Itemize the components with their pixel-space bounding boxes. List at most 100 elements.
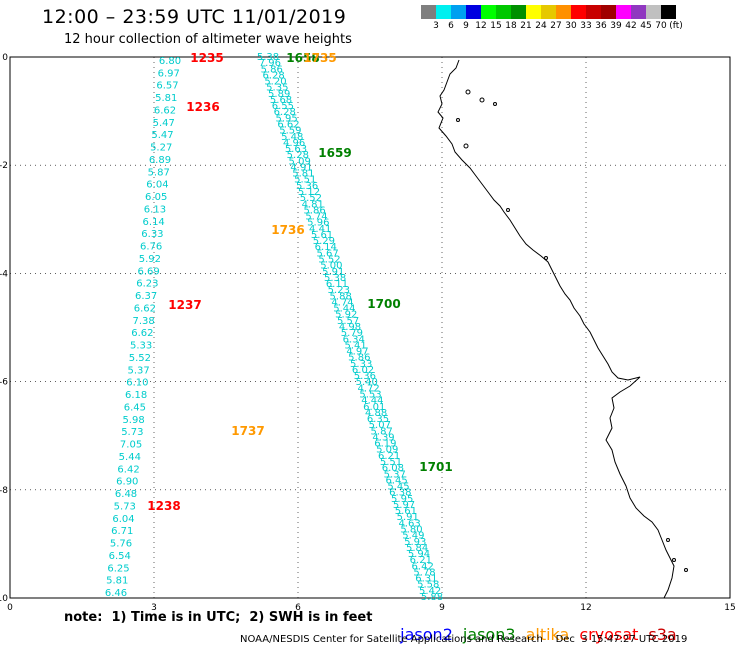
track2-value: 4.63 [399,518,421,529]
track1-value: 7.38 [132,316,154,327]
island [479,97,485,103]
map-border [9,56,731,599]
altimeter-tracks: 6.806.976.575.816.625.475.475.276.895.87… [105,52,443,603]
track2-value: 6.55 [272,101,294,112]
track2-value: 5.78 [413,567,435,578]
island [672,558,676,562]
track2-value: 6.28 [274,107,296,118]
y-tick-label: -4 [0,269,8,279]
track2-value: 4.44 [361,396,383,407]
coastal-islands [456,89,688,572]
legend-label: 27 [550,21,562,31]
track1-value: 6.10 [126,378,148,389]
track1-value: 6.48 [115,489,137,500]
x-tick-label: 15 [724,603,735,613]
legend-swatch [496,5,511,19]
legend-label: 36 [595,21,607,31]
track2-value: 5.79 [341,328,363,339]
legend-label: 42 [625,21,637,31]
coastline [437,59,675,599]
track1-value: 6.25 [107,563,129,574]
track1-value: 6.71 [111,526,133,537]
track2-value: 5.59 [279,126,301,137]
legend-swatch [616,5,631,19]
track1-value: 5.92 [139,254,161,265]
legend-label: 70 [655,21,667,31]
track2-value: 6.21 [410,555,432,566]
track1-value: 5.33 [130,341,152,352]
track2-value: 4.41 [309,224,331,235]
track2-value: 5.49 [402,531,424,542]
page-title: 12:00 – 23:59 UTC 11/01/2019 [42,6,347,28]
track2-value: 5.28 [287,150,309,161]
track2-value: 4.97 [346,347,368,358]
y-tick-label: 0 [2,53,8,63]
track2-value: 5.81 [292,169,314,180]
track1-value: 5.52 [129,353,151,364]
legend-label: 9 [463,21,469,31]
track1-value: 6.14 [143,217,165,228]
track2-value: 4.74 [331,297,353,308]
track1-value: 6.76 [140,242,162,253]
pass-time-label: 1237 [168,298,201,312]
pass-time-label: 1236 [186,100,219,114]
legend-label: 24 [535,21,547,31]
map-frame: 0 3 6 9 12 15 0 -2 -4 -6 -8 -10 [0,53,736,613]
island [684,568,688,572]
track2-value: 5.38 [257,52,279,63]
legend-swatch [466,5,481,19]
island [506,208,510,212]
island [465,89,471,95]
legend-label: 12 [475,21,487,31]
track2-value: 5.92 [335,310,357,321]
track1-value: 5.76 [110,539,132,550]
track2-value: 6.45 [385,475,407,486]
pass-time-label: 1737 [231,424,264,438]
track2-value: 4.91 [290,162,312,173]
track2-value: 6.14 [315,242,337,253]
sat-legend-jason2: jason2 [400,625,453,644]
track2-value: 5.23 [328,285,350,296]
track2-value: 5.37 [384,469,406,480]
track1-value: 6.04 [146,180,168,191]
legend-swatch [526,5,541,19]
track1-value: 5.44 [119,452,141,463]
x-tick-label: 0 [7,603,13,613]
track1-value: 6.62 [134,303,156,314]
legend-label: 3 [433,21,439,31]
track2-value: 6.08 [382,463,404,474]
track2-value: 5.52 [318,255,340,266]
track2-value: 5.80 [400,525,422,536]
track1-value: 5.81 [106,576,128,587]
legend-label: 6 [448,21,454,31]
track2-value: 5.96 [307,218,329,229]
track2-value: 4.96 [283,138,305,149]
track1-value: 6.42 [117,464,139,475]
track1-value: 5.47 [153,118,175,129]
track1-value: 6.18 [125,390,147,401]
track2-value: 4.98 [339,322,361,333]
island [544,256,548,260]
track2-value: 5.67 [317,248,339,259]
track2-value: 6.38 [389,488,411,499]
track2-value: 6.11 [326,279,348,290]
track2-value: 5.35 [266,83,288,94]
track1-value: 6.13 [144,204,166,215]
track1-value: 6.45 [124,402,146,413]
y-tick-label: -6 [0,378,8,388]
track2-value: 5.38 [324,273,346,284]
track2-value: 5.89 [268,89,290,100]
legend-label: 45 [640,21,652,31]
track2-value: 6.62 [277,120,299,131]
track1-value: 6.69 [138,266,160,277]
track2-value: 5.52 [300,193,322,204]
track2-value: 5.95 [391,494,413,505]
x-tick-label: 3 [151,603,157,613]
track2-value: 5.09 [376,445,398,456]
legend-label: 30 [565,21,577,31]
island [493,102,497,106]
track2-value: 5.29 [313,236,335,247]
track2-value: 5.91 [322,267,344,278]
track2-value: 5.58 [417,580,439,591]
